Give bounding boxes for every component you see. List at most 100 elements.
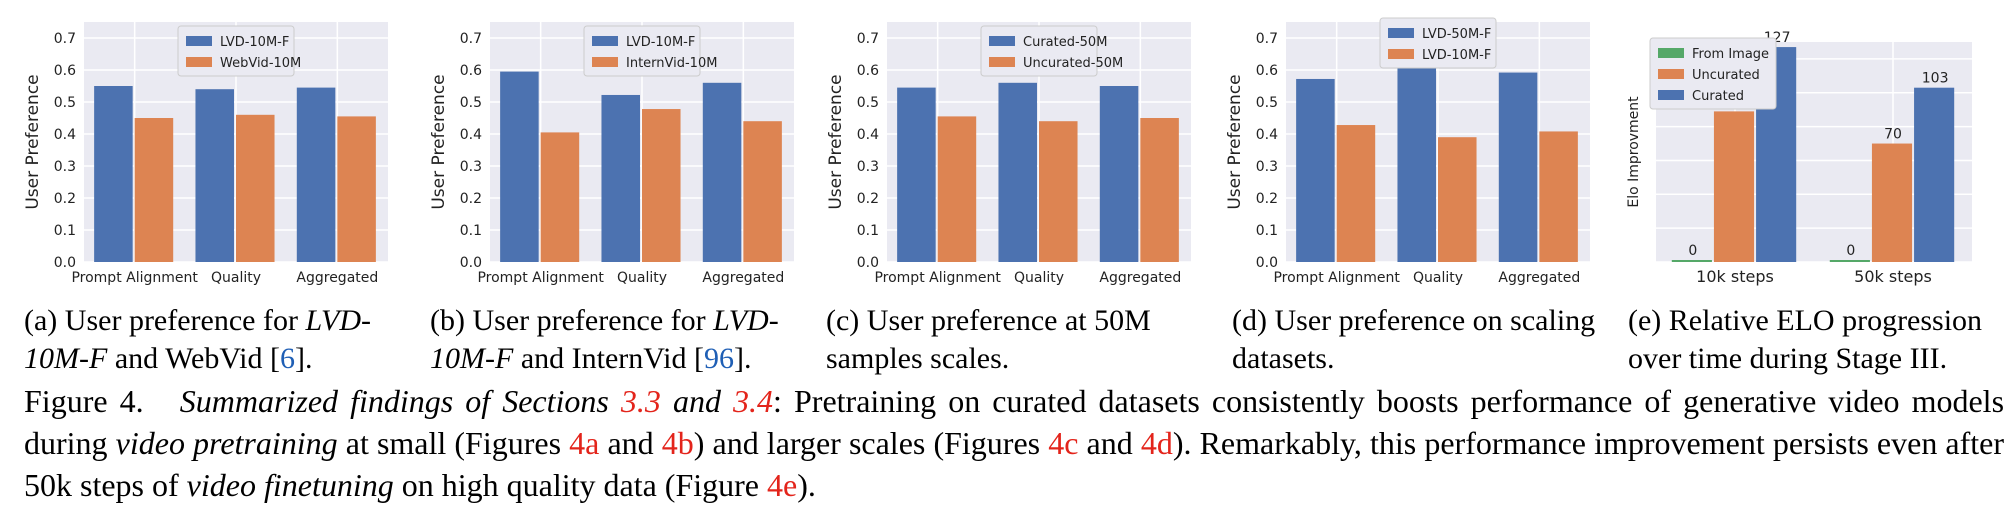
bar — [1039, 121, 1078, 262]
y-axis-label: Elo Improvment — [1626, 96, 1642, 208]
x-tick-label: Quality — [1014, 270, 1064, 286]
bar — [937, 116, 977, 263]
y-tick-label: 0.7 — [857, 31, 879, 47]
y-axis-label: User Preference — [826, 74, 846, 209]
x-tick-label: 50k steps — [1854, 267, 1932, 286]
bar — [1671, 260, 1712, 262]
x-tick-label: Prompt Alignment — [477, 270, 604, 286]
legend-swatch — [592, 36, 618, 46]
legend-label: LVD-10M-F — [626, 35, 695, 50]
bar — [540, 132, 580, 262]
x-tick-label: Prompt Alignment — [71, 270, 198, 286]
subcaption-c: (c) User preference at 50M samples scale… — [826, 304, 1151, 375]
y-tick-label: 0.3 — [1256, 159, 1278, 175]
legend-label: Curated — [1692, 89, 1744, 104]
legend-swatch — [592, 57, 618, 67]
legend-label: InternVid-10M — [626, 56, 717, 71]
y-tick-label: 0.5 — [460, 95, 482, 111]
data-label: 0 — [1688, 243, 1697, 259]
y-tick-label: 0.2 — [54, 191, 76, 207]
x-tick-label: Prompt Alignment — [1273, 270, 1400, 286]
bar — [1498, 72, 1538, 262]
y-tick-label: 0.2 — [1256, 191, 1278, 207]
x-tick-label: Quality — [211, 270, 261, 286]
legend-swatch — [1388, 28, 1414, 38]
y-tick-label: 0.1 — [54, 223, 76, 239]
y-tick-label: 0.4 — [54, 127, 76, 143]
x-tick-label: Quality — [617, 270, 667, 286]
y-axis-label: User Preference — [1225, 74, 1245, 209]
y-axis-label: User Preference — [23, 74, 43, 209]
y-tick-label: 0.0 — [857, 255, 879, 271]
citation-link[interactable]: 6 — [280, 342, 296, 375]
figure-link[interactable]: 4a — [569, 425, 600, 461]
y-tick-label: 0.4 — [1256, 127, 1278, 143]
legend-swatch — [1388, 49, 1414, 59]
bar — [1914, 87, 1955, 262]
bar — [500, 71, 539, 262]
y-tick-label: 0.5 — [857, 95, 879, 111]
y-tick-label: 0.0 — [54, 255, 76, 271]
legend-swatch — [1658, 69, 1684, 79]
figure-link[interactable]: 4c — [1048, 425, 1079, 461]
bar — [897, 87, 936, 262]
y-tick-label: 0.5 — [1256, 95, 1278, 111]
y-tick-label: 0.0 — [1256, 255, 1278, 271]
figure-link[interactable]: 4b — [661, 425, 694, 461]
bar — [1140, 118, 1179, 262]
x-tick-label: Aggregated — [1498, 270, 1580, 286]
section-link[interactable]: 3.4 — [733, 383, 774, 419]
y-tick-label: 0.6 — [54, 63, 76, 79]
y-tick-label: 0.3 — [460, 159, 482, 175]
y-tick-label: 0.1 — [857, 223, 879, 239]
y-tick-label: 0.0 — [460, 255, 482, 271]
y-tick-label: 0.7 — [54, 31, 76, 47]
figure-caption: Figure 4. Summarized findings of Section… — [24, 383, 2005, 503]
legend-swatch — [186, 57, 212, 67]
legend-label: LVD-10M-F — [1422, 48, 1491, 63]
legend: LVD-10M-F WebVid-10M — [177, 25, 301, 77]
legend-label: LVD-50M-F — [1422, 27, 1491, 42]
section-link[interactable]: 3.3 — [620, 383, 661, 419]
data-label: 0 — [1846, 243, 1855, 259]
data-label: 103 — [1922, 71, 1949, 87]
x-tick-label: Prompt Alignment — [874, 270, 1001, 286]
legend-label: From Image — [1692, 47, 1769, 62]
figure-link[interactable]: 4d — [1140, 425, 1173, 461]
y-axis-label: User Preference — [429, 74, 449, 209]
bar — [1438, 137, 1477, 262]
legend: LVD-10M-F InternVid-10M — [583, 25, 717, 77]
figure-link[interactable]: 4e — [766, 467, 798, 503]
bar — [743, 121, 782, 262]
y-tick-label: 0.3 — [54, 159, 76, 175]
chart-c: 0.0 0.1 0.2 0.3 0.4 0.5 0.6 0.7 User Preference P… — [826, 22, 1191, 286]
y-tick-label: 0.2 — [460, 191, 482, 207]
subcaption-b: (b) User preference for LVD-10M-F and In… — [430, 304, 779, 375]
bar — [134, 118, 174, 262]
legend-label: Uncurated-50M — [1023, 56, 1123, 71]
bar — [1336, 125, 1376, 262]
bar — [642, 109, 681, 262]
y-tick-label: 0.1 — [460, 223, 482, 239]
bar — [1099, 86, 1139, 262]
x-tick-label: 10k steps — [1696, 267, 1774, 286]
legend-label: WebVid-10M — [220, 56, 301, 71]
bar — [1539, 131, 1578, 262]
legend-swatch — [1658, 90, 1684, 100]
legend-label: Curated-50M — [1023, 35, 1107, 50]
subcaption-e: (e) Relative ELO progression over time d… — [1628, 304, 1983, 375]
legend-label: Uncurated — [1692, 68, 1760, 83]
y-tick-label: 0.4 — [857, 127, 879, 143]
chart-b: 0.0 0.1 0.2 0.3 0.4 0.5 0.6 0.7 User Preference P… — [429, 22, 794, 286]
y-tick-label: 0.5 — [54, 95, 76, 111]
y-tick-label: 0.7 — [460, 31, 482, 47]
bar — [94, 86, 133, 262]
legend-swatch — [1658, 48, 1684, 58]
citation-link[interactable]: 96 — [703, 342, 734, 375]
bar — [1713, 111, 1755, 262]
y-tick-label: 0.6 — [1256, 63, 1278, 79]
bar — [296, 87, 336, 262]
bar — [195, 89, 234, 262]
x-tick-label: Aggregated — [296, 270, 378, 286]
